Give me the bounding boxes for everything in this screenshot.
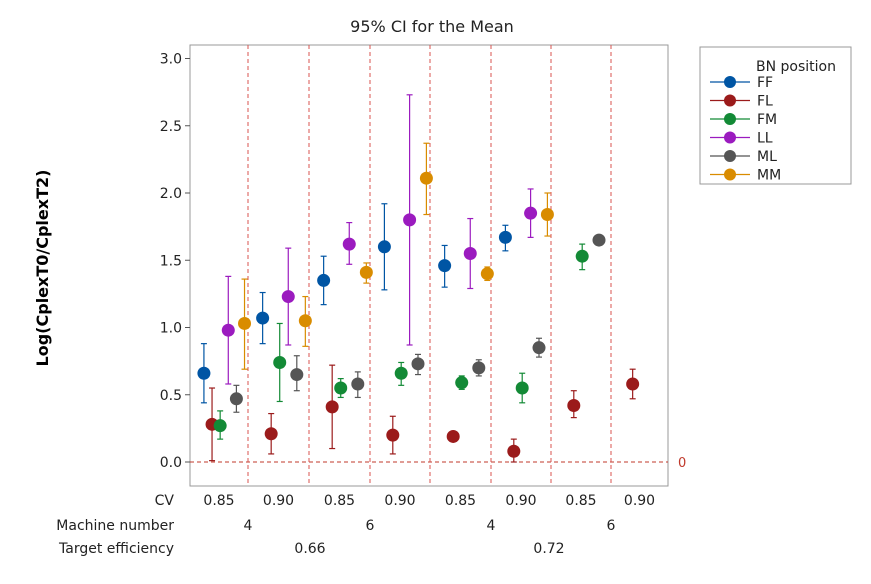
- legend-marker-ff: [724, 76, 736, 88]
- chart-title: 95% CI for the Mean: [350, 17, 514, 36]
- mean-point-mm: [480, 267, 494, 281]
- y-tick-label: 2.5: [160, 119, 182, 135]
- mean-point-mm: [540, 208, 554, 222]
- machine-number-label: 4: [244, 518, 253, 534]
- mean-point-ff: [438, 259, 452, 273]
- mean-point-ll: [403, 213, 417, 227]
- mean-point-fm: [515, 381, 529, 395]
- legend-label-ff: FF: [757, 75, 773, 91]
- mean-point-fl: [567, 399, 581, 413]
- legend-label-mm: MM: [757, 168, 781, 184]
- mean-point-ml: [290, 368, 304, 382]
- legend-marker-ml: [724, 150, 736, 162]
- mean-point-mm: [298, 314, 312, 328]
- y-tick-label: 2.0: [160, 186, 182, 202]
- mean-point-ff: [256, 311, 270, 325]
- cv-label: 0.85: [445, 493, 476, 509]
- reference-line-label: 0: [678, 456, 686, 471]
- mean-point-ll: [221, 323, 235, 337]
- mean-point-mm: [419, 171, 433, 185]
- legend-label-ll: LL: [757, 131, 773, 147]
- cv-label: 0.90: [505, 493, 536, 509]
- y-tick-label: 1.5: [160, 253, 182, 269]
- mean-point-fm: [575, 249, 589, 263]
- legend-marker-mm: [724, 168, 736, 181]
- machine-number-label: 6: [607, 518, 616, 534]
- legend-marker-fl: [724, 94, 736, 107]
- mean-point-ff: [498, 230, 512, 244]
- mean-point-mm: [238, 316, 252, 330]
- y-tick-label: 0.5: [160, 388, 182, 404]
- cv-label: 0.90: [384, 493, 415, 509]
- row-label-cv: CV: [155, 493, 175, 509]
- mean-point-ff: [377, 240, 391, 254]
- cv-label: 0.85: [203, 493, 234, 509]
- cv-label: 0.85: [565, 493, 596, 509]
- y-tick-label: 1.0: [160, 321, 182, 337]
- mean-point-ll: [463, 247, 477, 261]
- mean-point-ml: [351, 377, 365, 391]
- mean-point-ff: [197, 366, 211, 380]
- mean-point-fl: [386, 428, 400, 442]
- mean-point-ml: [532, 341, 546, 355]
- mean-point-fm: [455, 376, 469, 390]
- mean-point-ff: [317, 273, 331, 287]
- mean-point-fm: [273, 355, 287, 369]
- mean-point-ll: [342, 237, 356, 251]
- row-label-machine-number: Machine number: [56, 518, 174, 534]
- cv-label: 0.90: [263, 493, 294, 509]
- mean-point-fl: [446, 429, 460, 443]
- legend-marker-fm: [724, 113, 736, 125]
- machine-number-label: 6: [366, 518, 375, 534]
- cv-label: 0.90: [624, 493, 655, 509]
- mean-point-ll: [524, 206, 538, 220]
- legend: BN position FF FL FM LL ML MM: [699, 46, 852, 185]
- y-axis-label: Log(CplexT0/CplexT2): [33, 170, 52, 367]
- y-tick-label: 0.0: [160, 455, 182, 471]
- y-tick-label: 3.0: [160, 52, 182, 68]
- legend-label-fm: FM: [757, 112, 777, 128]
- target-efficiency-label: 0.66: [294, 541, 325, 557]
- mean-point-fl: [325, 400, 339, 414]
- mean-point-ml: [229, 392, 243, 406]
- mean-point-fl: [264, 427, 278, 441]
- legend-label-ml: ML: [757, 149, 777, 165]
- mean-point-ll: [281, 290, 295, 304]
- mean-point-ml: [472, 361, 486, 375]
- mean-point-mm: [359, 265, 373, 279]
- mean-point-fl: [507, 444, 521, 458]
- legend-label-fl: FL: [757, 94, 773, 110]
- mean-point-ml: [411, 357, 425, 371]
- mean-point-fl: [626, 377, 640, 391]
- row-label-target-efficiency: Target efficiency: [58, 541, 174, 557]
- mean-point-ml: [592, 233, 606, 247]
- target-efficiency-label: 0.72: [533, 541, 564, 557]
- legend-marker-ll: [724, 131, 736, 144]
- plot-area: [189, 44, 669, 487]
- machine-number-label: 4: [487, 518, 496, 534]
- mean-point-fm: [213, 419, 227, 433]
- mean-point-fm: [394, 366, 408, 380]
- legend-title: BN position: [756, 59, 836, 75]
- mean-point-fm: [334, 381, 348, 395]
- cv-label: 0.85: [324, 493, 355, 509]
